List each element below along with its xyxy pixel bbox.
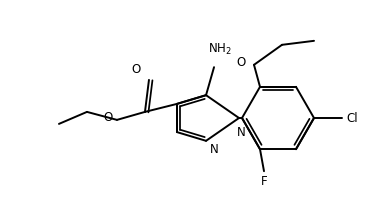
Text: F: F bbox=[261, 175, 267, 188]
Text: N: N bbox=[237, 126, 246, 139]
Text: NH$_2$: NH$_2$ bbox=[208, 42, 232, 57]
Text: O: O bbox=[104, 111, 113, 124]
Text: O: O bbox=[237, 56, 246, 69]
Text: Cl: Cl bbox=[346, 111, 357, 124]
Text: N: N bbox=[210, 143, 219, 156]
Text: O: O bbox=[132, 63, 141, 76]
